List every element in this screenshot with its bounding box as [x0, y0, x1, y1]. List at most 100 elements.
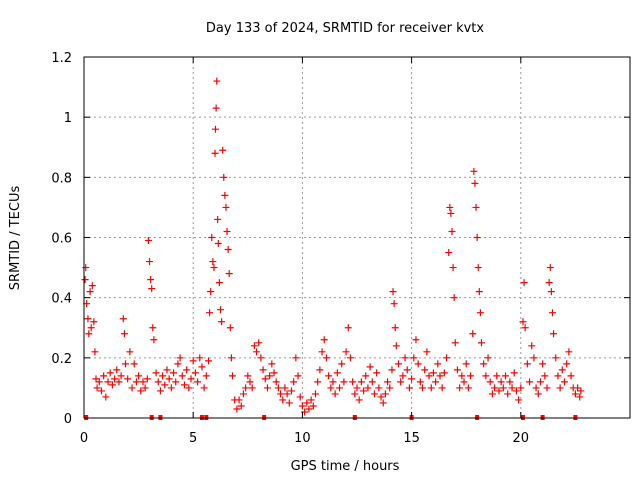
- data-point: [277, 390, 285, 398]
- data-point: [298, 402, 306, 410]
- data-point: [233, 405, 241, 413]
- data-point: [327, 384, 335, 392]
- data-point: [391, 324, 399, 332]
- data-point: [467, 372, 475, 380]
- data-point: [82, 264, 90, 272]
- data-point: [115, 378, 123, 386]
- data-point: [325, 372, 333, 380]
- data-point: [486, 378, 494, 386]
- data-point: [104, 378, 112, 386]
- data-point: [550, 330, 558, 338]
- data-point: [571, 390, 579, 398]
- data-point: [292, 354, 300, 362]
- data-point: [405, 384, 413, 392]
- data-point: [214, 215, 222, 223]
- y-tick-label: 1: [64, 111, 72, 126]
- data-point: [137, 387, 145, 395]
- data-point: [419, 384, 427, 392]
- data-point: [207, 288, 215, 296]
- data-point: [543, 384, 551, 392]
- data-point: [210, 264, 218, 272]
- data-point: [287, 387, 295, 395]
- data-point: [447, 209, 455, 217]
- data-point: [237, 402, 245, 410]
- data-point: [294, 372, 302, 380]
- data-point: [403, 366, 411, 374]
- data-point: [111, 375, 119, 383]
- data-point: [285, 399, 293, 407]
- x-tick-label: 20: [513, 431, 530, 446]
- data-point: [235, 396, 243, 404]
- data-point: [202, 372, 210, 380]
- data-point: [389, 288, 397, 296]
- data-point: [81, 276, 89, 284]
- data-point: [178, 372, 186, 380]
- data-point: [375, 384, 383, 392]
- data-point: [225, 270, 233, 278]
- data-point: [121, 360, 129, 368]
- y-tick-label: 0.4: [51, 292, 72, 307]
- data-point: [473, 234, 481, 241]
- data-point: [314, 378, 322, 386]
- data-point: [139, 378, 147, 386]
- data-point: [476, 309, 484, 317]
- data-point: [229, 372, 237, 380]
- data-point: [85, 330, 93, 338]
- data-point: [565, 348, 573, 356]
- data-point: [388, 366, 396, 374]
- data-point: [217, 306, 224, 314]
- data-point: [384, 378, 392, 386]
- data-point: [416, 378, 424, 386]
- x-tick-label: 10: [294, 431, 311, 446]
- data-point: [340, 378, 348, 386]
- data-point: [493, 372, 501, 380]
- data-point: [250, 342, 258, 350]
- data-point: [180, 381, 188, 389]
- data-point: [239, 390, 247, 398]
- data-point: [446, 203, 454, 211]
- data-point: [206, 309, 214, 317]
- data-point: [161, 381, 169, 389]
- data-point: [368, 378, 376, 386]
- data-point: [469, 330, 477, 338]
- data-point: [208, 234, 216, 241]
- data-point: [86, 288, 94, 296]
- x-axis-title: GPS time / hours: [291, 459, 400, 474]
- data-point: [148, 285, 156, 293]
- data-point: [320, 336, 328, 344]
- data-point: [541, 372, 549, 380]
- data-point: [450, 294, 458, 302]
- data-point: [523, 360, 531, 368]
- data-point: [336, 384, 344, 392]
- data-point: [484, 354, 492, 362]
- data-point: [451, 339, 459, 347]
- data-point: [360, 387, 368, 395]
- data-point: [530, 354, 538, 362]
- data-points: [81, 77, 585, 420]
- data-point: [176, 354, 184, 362]
- x-tick-label: 0: [80, 431, 88, 446]
- data-point: [212, 104, 220, 112]
- data-point: [163, 366, 171, 374]
- data-point: [174, 360, 182, 368]
- data-point: [482, 372, 490, 380]
- data-point: [329, 378, 337, 386]
- data-point: [366, 363, 374, 371]
- data-point: [149, 324, 157, 332]
- data-point: [392, 342, 400, 350]
- data-point: [517, 384, 525, 392]
- data-point: [215, 279, 223, 287]
- data-point: [84, 315, 92, 323]
- data-point: [576, 393, 584, 401]
- data-point: [519, 318, 527, 326]
- data-point: [423, 348, 431, 356]
- data-point: [150, 336, 158, 344]
- data-point: [259, 366, 267, 374]
- data-point: [296, 393, 304, 401]
- data-point: [159, 372, 167, 380]
- data-point: [495, 387, 503, 395]
- data-point: [183, 366, 191, 374]
- data-point: [515, 396, 523, 404]
- data-point: [196, 354, 204, 362]
- data-point: [189, 357, 197, 365]
